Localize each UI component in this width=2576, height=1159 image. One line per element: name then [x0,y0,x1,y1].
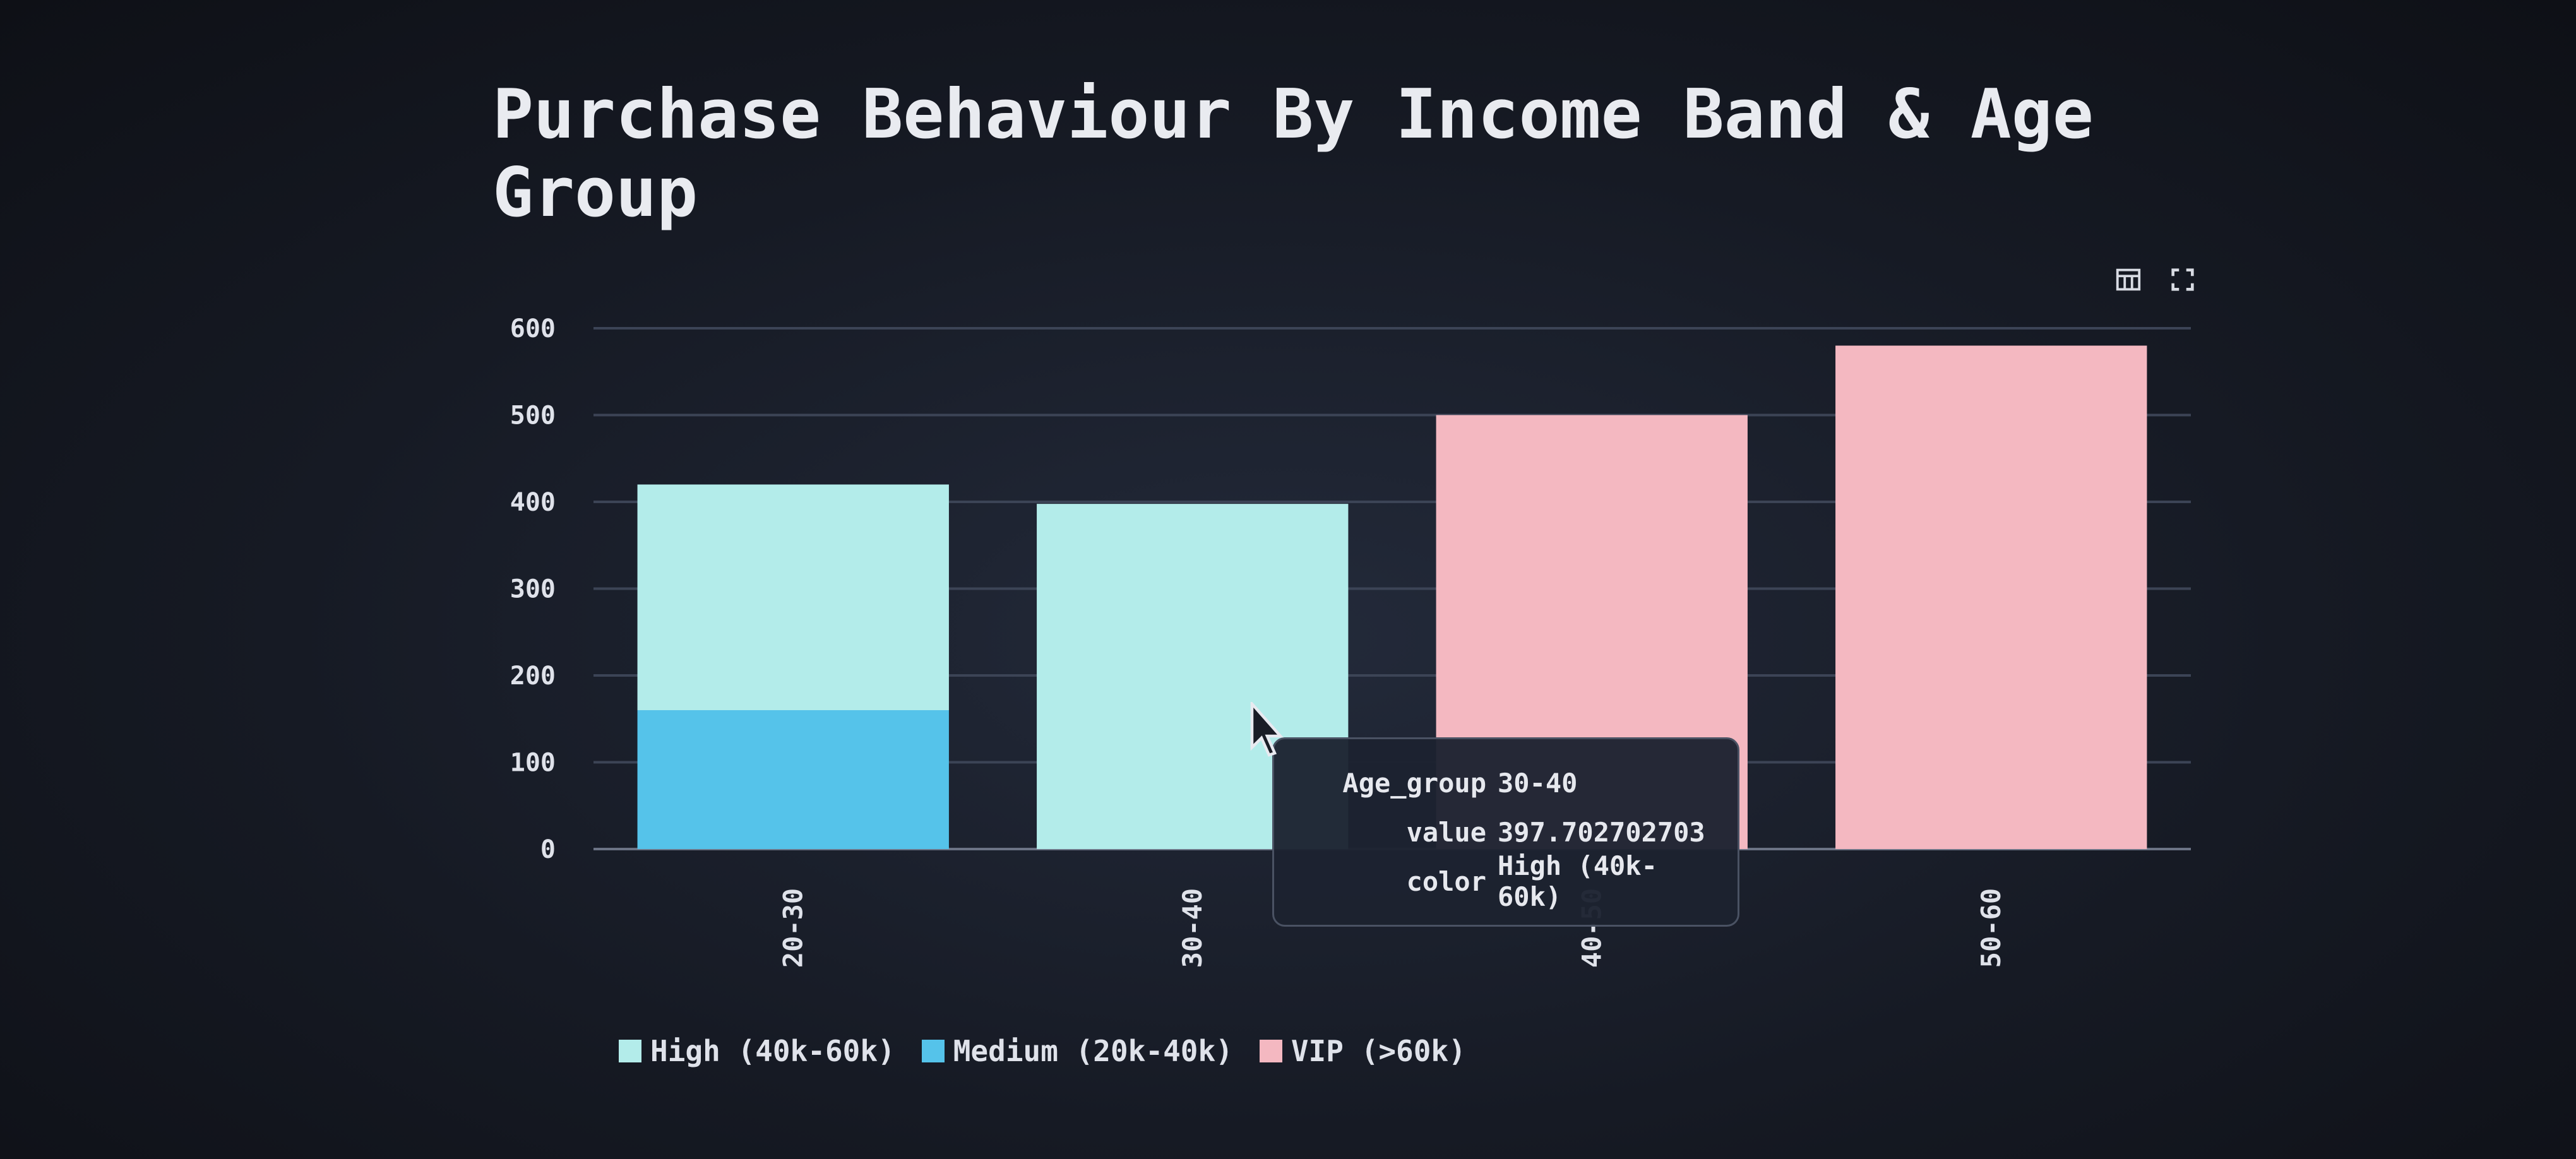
y-tick-label: 300 [510,575,556,604]
bar-20-30-Medium (20k-40k)[interactable] [637,710,949,849]
bar-50-60-VIP (>60k)[interactable] [1835,345,2147,850]
tooltip-row-color: color High (40k-60k) [1297,850,1715,912]
bar-20-30-High (40k-60k)[interactable] [637,484,949,711]
x-tick-label: 50-60 [1976,888,2007,968]
mouse-pointer-icon [1250,700,1288,761]
legend-label: VIP (>60k) [1291,1034,1466,1068]
tooltip-value: High (40k-60k) [1498,850,1657,912]
legend-item-high[interactable]: High (40k-60k) [619,1034,895,1068]
tooltip-row-age-group: Age_group 30-40 [1297,758,1715,807]
legend-label: Medium (20k-40k) [953,1034,1233,1068]
tooltip-value: 30-40 [1498,767,1578,799]
fullscreen-icon[interactable] [2168,265,2197,294]
chart-legend: High (40k-60k) Medium (20k-40k) VIP (>60… [619,1034,1466,1068]
tooltip-row-value: value 397.702702703 [1297,807,1715,857]
y-tick-label: 500 [510,401,556,431]
tooltip-key: color [1406,865,1486,897]
y-tick-label: 200 [510,662,556,691]
legend-item-vip[interactable]: VIP (>60k) [1259,1034,1466,1068]
legend-swatch [921,1040,945,1062]
table-icon[interactable] [2114,265,2143,294]
chart-toolbar [2114,265,2197,294]
y-tick-label: 0 [540,835,556,864]
y-tick-label: 100 [510,749,556,778]
legend-item-medium[interactable]: Medium (20k-40k) [921,1034,1233,1068]
x-tick-label: 30-40 [1177,888,1208,968]
tooltip-key: Age_group [1342,767,1486,799]
legend-swatch [1259,1040,1282,1062]
legend-swatch [619,1040,641,1062]
y-tick-label: 400 [510,488,556,517]
chart-tooltip: Age_group 30-40 value 397.702702703 colo… [1272,737,1739,927]
x-tick-label: 20-30 [777,888,808,968]
tooltip-value: 397.702702703 [1498,816,1705,848]
tooltip-key: value [1406,816,1486,848]
chart-title: Purchase Behaviour By Income Band & Age … [492,75,2094,232]
y-tick-label: 600 [510,314,556,343]
legend-label: High (40k-60k) [650,1034,895,1068]
